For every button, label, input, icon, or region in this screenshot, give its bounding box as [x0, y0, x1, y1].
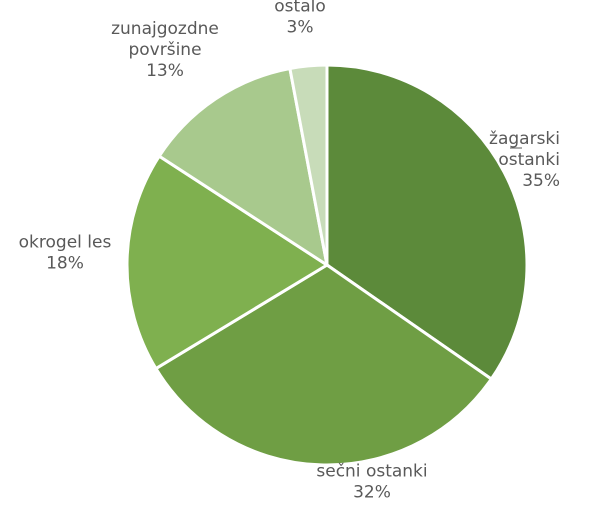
data-label-zagarski-ostanki: žagarski ostanki 35% [489, 129, 560, 191]
slice-secni-ostanki [153, 263, 494, 467]
data-label-ostalo: ostalo 3% [274, 0, 325, 38]
slice-okrogel-les [125, 154, 330, 371]
data-label-okrogel-les: okrogel les 18% [19, 233, 112, 274]
pie-labels: žagarski ostanki 35% sečni ostanki 32% okroge… [19, 0, 560, 503]
slice-ostalo [288, 63, 329, 266]
data-label-secni-ostanki: sečni ostanki 32% [316, 462, 427, 503]
slice-zunajgozdne-povrsine [157, 66, 330, 269]
data-label-zunajgozdne-povrsine: zunajgozdne površine 13% [111, 19, 219, 81]
pie-slices [125, 63, 529, 467]
slice-zagarski-ostanki [325, 63, 529, 382]
